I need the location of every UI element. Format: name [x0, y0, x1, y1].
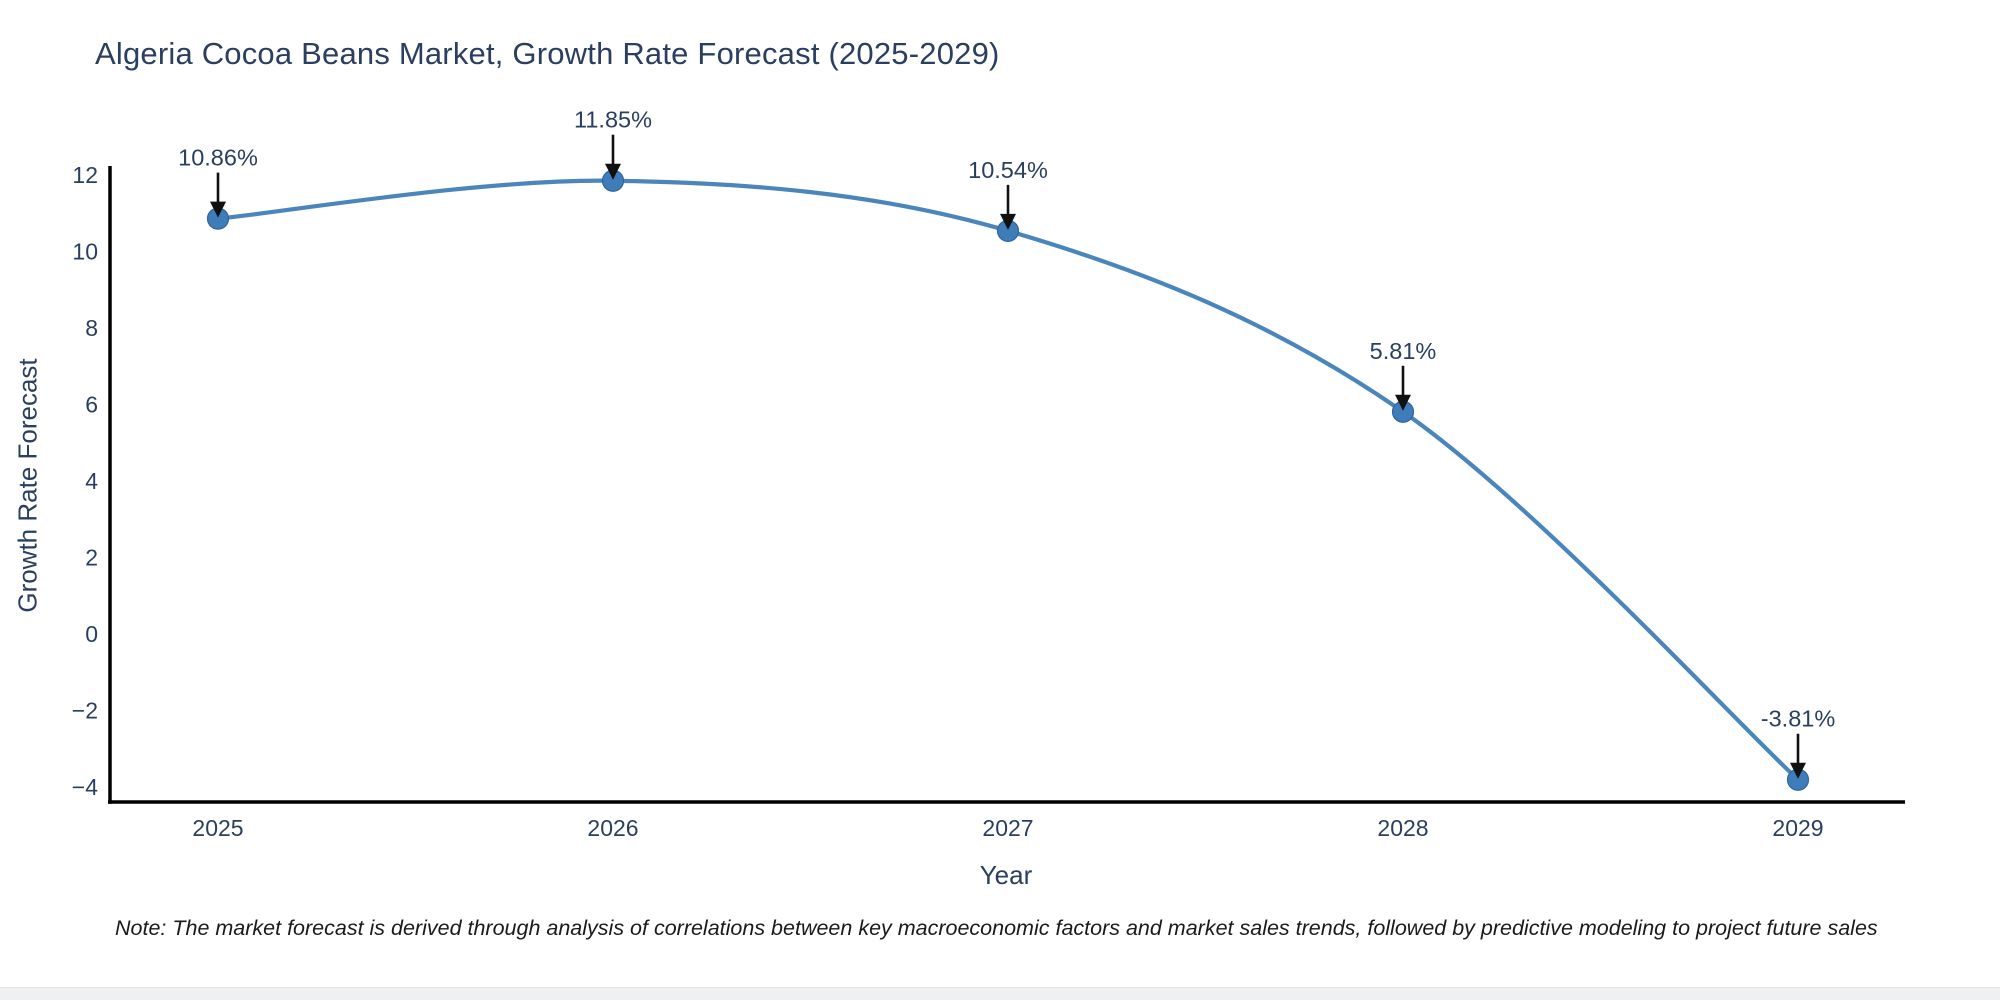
y-tick-label: 10 [72, 239, 98, 265]
forecast-line [215, 178, 1801, 782]
data-point-label: 5.81% [1370, 338, 1437, 364]
data-point-label: 10.86% [178, 145, 258, 171]
y-tick-label: 6 [85, 392, 98, 418]
y-tick-label: 12 [72, 162, 98, 188]
y-tick-label: −2 [72, 698, 98, 724]
footnote: Note: The market forecast is derived thr… [115, 916, 1878, 940]
y-tick-label: 2 [85, 545, 98, 571]
x-tick-label: 2028 [1377, 815, 1428, 841]
data-point-label: 10.54% [968, 157, 1048, 183]
horizontal-scrollbar[interactable] [0, 987, 2000, 1000]
data-point-label: 11.85% [574, 107, 652, 133]
annotation-arrowhead [210, 201, 226, 218]
y-axis-title: Growth Rate Forecast [12, 358, 43, 613]
chart-title: Algeria Cocoa Beans Market, Growth Rate … [95, 36, 1000, 71]
x-tick-label: 2026 [587, 815, 638, 841]
x-tick-label: 2029 [1772, 815, 1823, 841]
x-tick-label: 2025 [192, 815, 243, 841]
annotation-arrowhead [605, 163, 621, 180]
y-tick-label: 4 [85, 468, 98, 494]
x-axis-title: Year [979, 860, 1033, 890]
annotation-arrowhead [1790, 762, 1806, 779]
y-tick-label: 8 [85, 315, 98, 341]
y-tick-label: 0 [85, 621, 98, 647]
y-tick-label: −4 [72, 774, 98, 800]
annotation-arrowhead [1395, 394, 1411, 411]
x-tick-label: 2027 [982, 815, 1033, 841]
data-point-label: -3.81% [1761, 706, 1836, 732]
annotation-arrowhead [1000, 213, 1016, 230]
